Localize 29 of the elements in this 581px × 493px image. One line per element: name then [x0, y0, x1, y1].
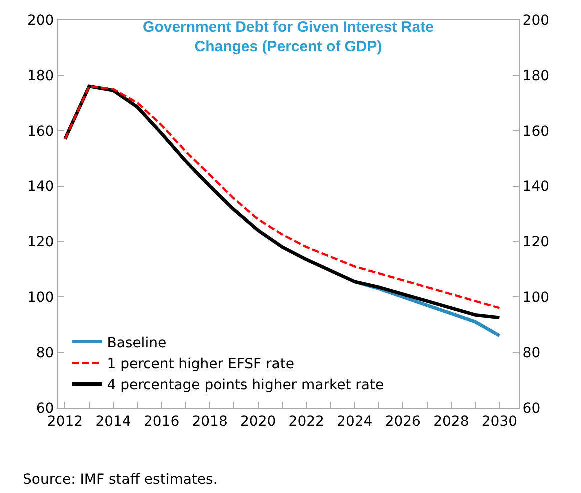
- y2-tick-label: 80: [522, 345, 541, 362]
- y2-tick-label: 160: [522, 124, 550, 140]
- legend-label: 4 percentage points higher market rate: [107, 378, 384, 394]
- source-note: Source: IMF staff estimates.: [23, 472, 218, 488]
- y-tick-label: 120: [27, 234, 54, 251]
- x-tick-label: 2022: [288, 414, 324, 430]
- y2-tick-label: 140: [522, 179, 550, 196]
- y2-tick-label: 120: [522, 234, 550, 251]
- x-tick-label: 2028: [434, 414, 470, 430]
- y-tick-label: 140: [27, 179, 54, 196]
- y-tick-label: 180: [27, 68, 54, 84]
- y2-tick-label: 200: [522, 12, 550, 29]
- y-tick-label: 160: [27, 124, 54, 140]
- x-tick-label: 2024: [337, 414, 373, 430]
- text: Government Debt for Given Interest Rate Changes (Percent of GDP): [143, 19, 434, 56]
- x-tick-label: 2016: [144, 414, 180, 430]
- legend-label: Baseline: [107, 335, 167, 352]
- y-tick-label: 80: [36, 345, 54, 362]
- x-tick-label: 2018: [192, 414, 228, 430]
- legend-label: 1 percent higher EFSF rate: [107, 356, 294, 372]
- x-tick-label: 2014: [96, 414, 132, 430]
- y-tick-label: 200: [27, 12, 54, 29]
- x-tick-label: 2030: [482, 414, 518, 430]
- y2-tick-label: 180: [522, 68, 550, 84]
- x-tick-label: 2020: [240, 414, 276, 430]
- y2-tick-label: 100: [522, 290, 550, 306]
- y-tick-label: 100: [27, 290, 54, 306]
- x-tick-label: 2026: [385, 414, 422, 430]
- y2-tick-label: 60: [522, 400, 541, 417]
